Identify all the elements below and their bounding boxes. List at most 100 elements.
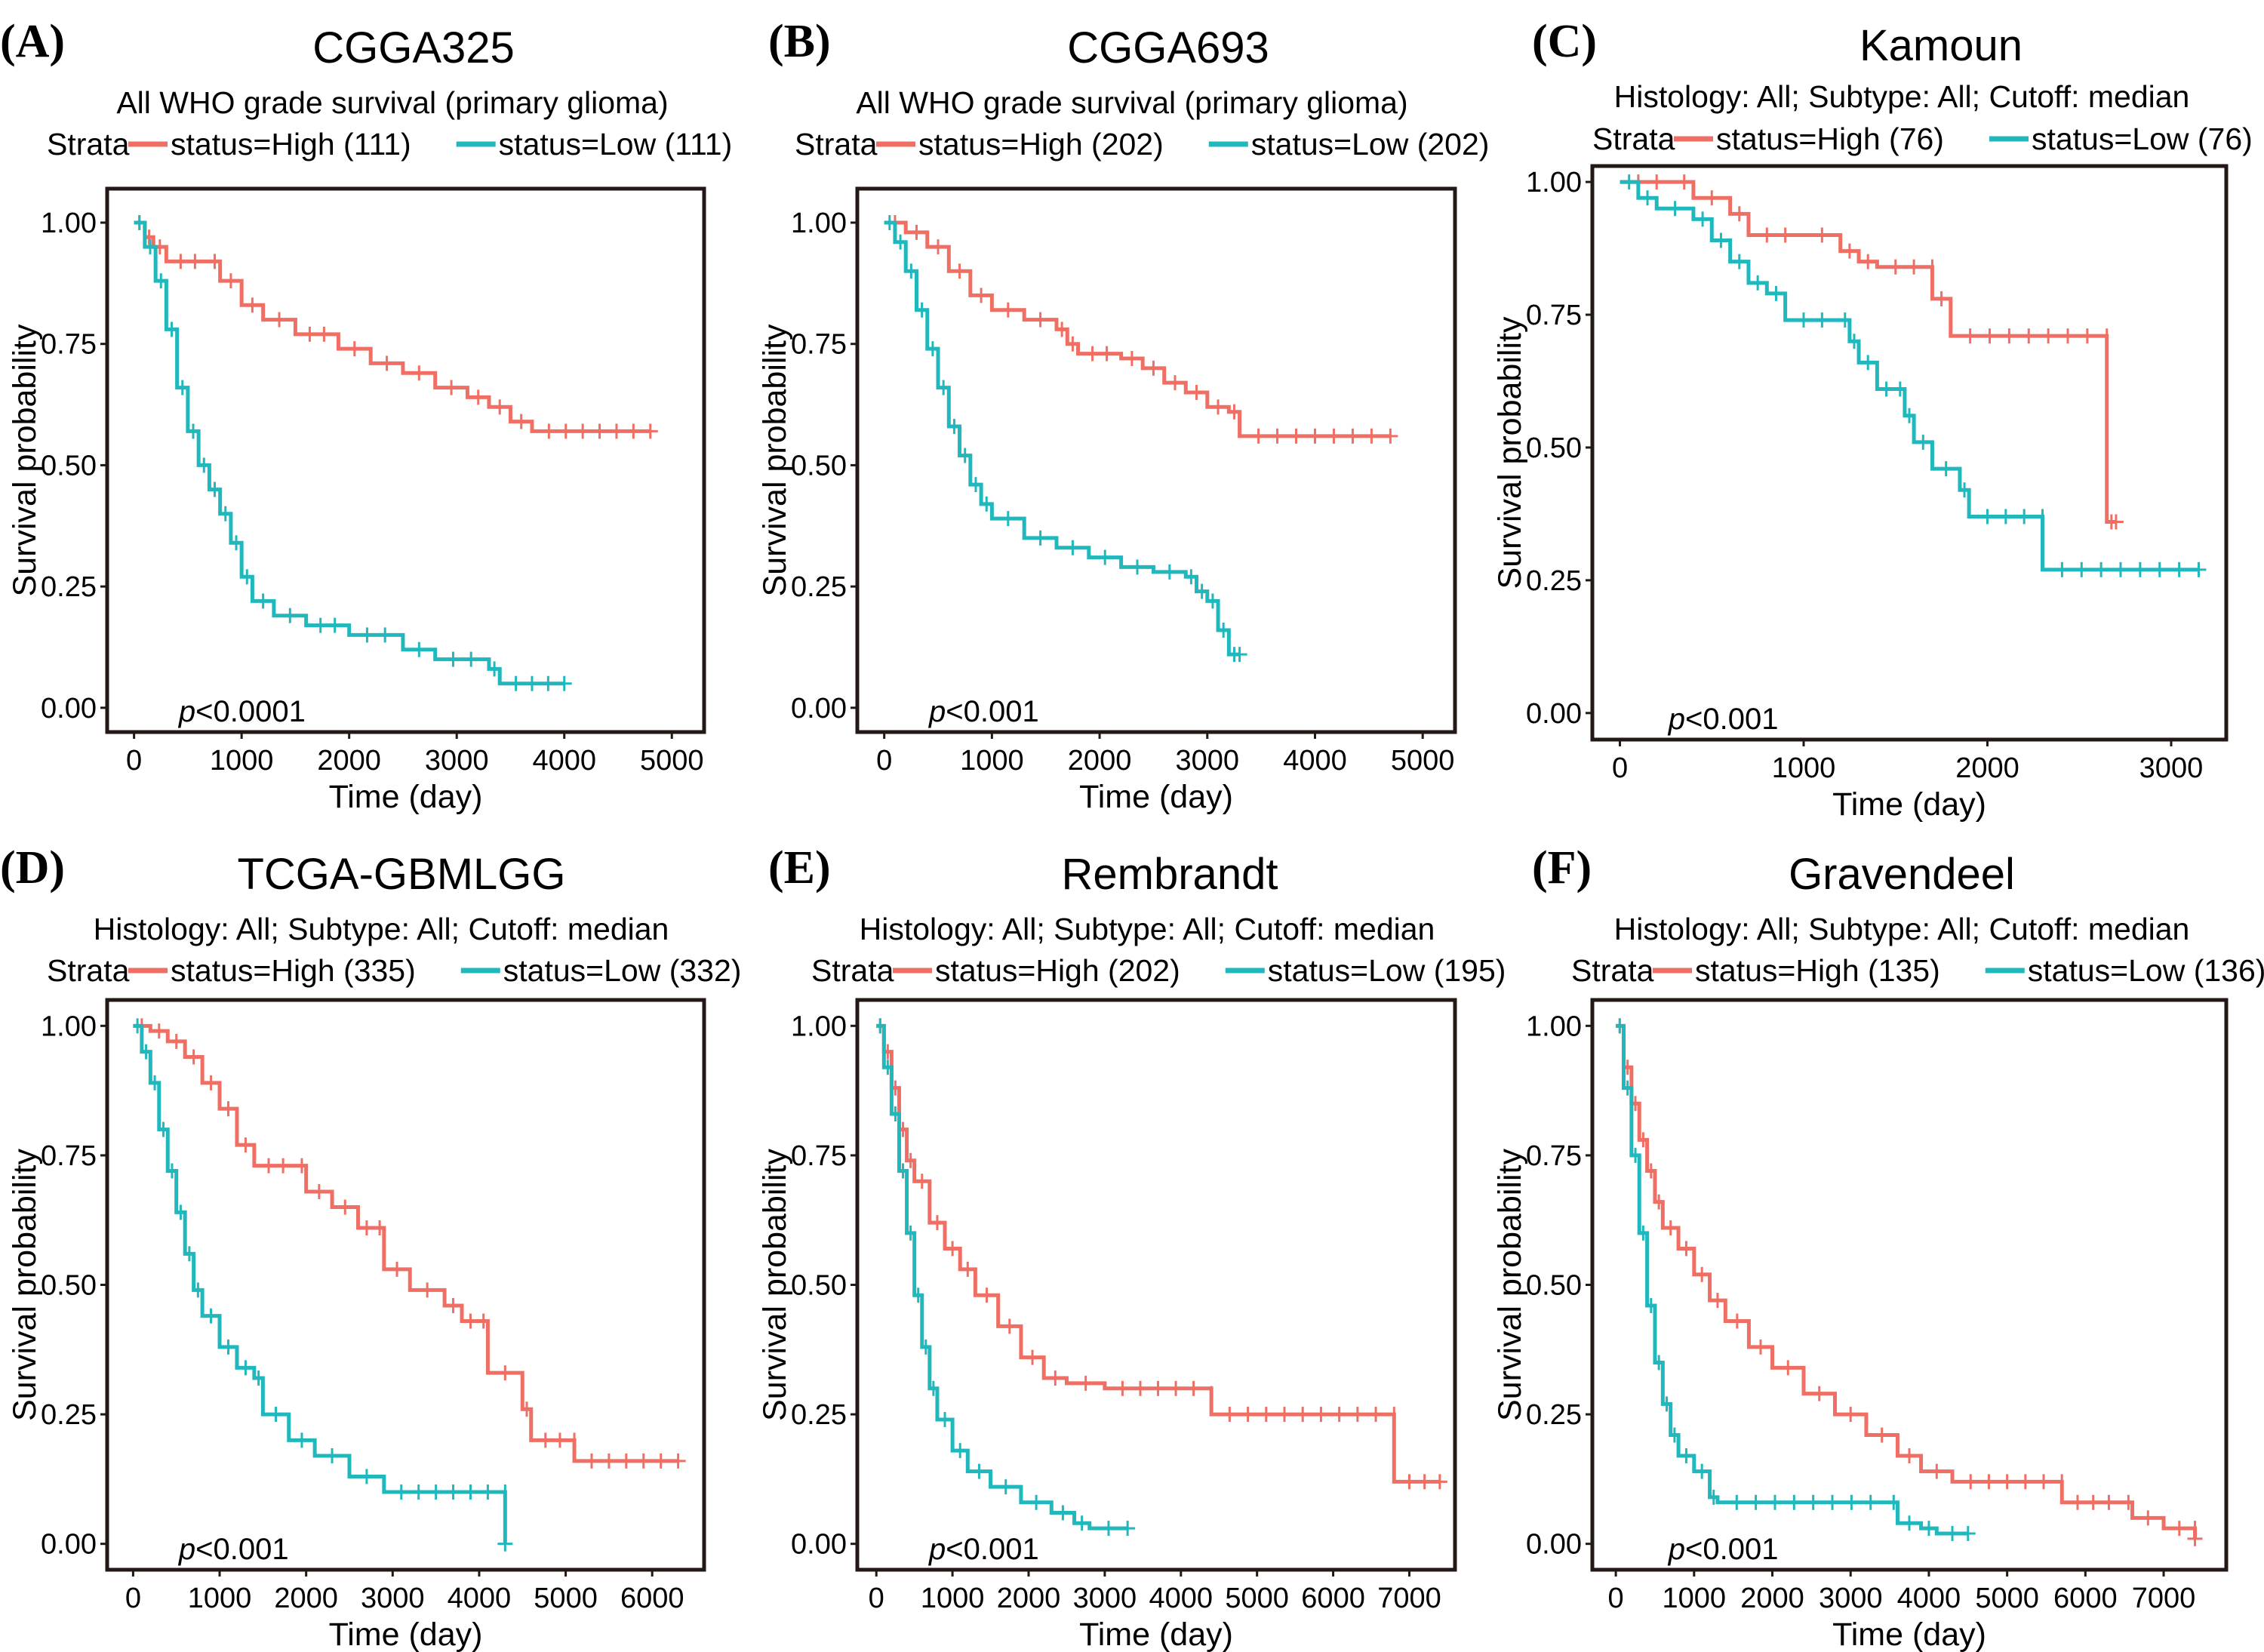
legend: Strata status=High (335) status=Low (332): [47, 953, 741, 988]
x-axis-label: Time (day): [1832, 1617, 1986, 1652]
y-tick-label: 0.00: [791, 693, 847, 724]
x-tick-label: 3000: [1819, 1583, 1883, 1614]
x-tick-label: 0: [1612, 752, 1628, 784]
x-tick-label: 2000: [997, 1583, 1061, 1614]
survival-panel: (E) Rembrandt Histology: All; Subtype: All…: [757, 842, 1506, 1652]
legend-title: Strata: [811, 953, 894, 988]
x-tick-label: 5000: [1391, 745, 1455, 777]
legend-label-low: status=Low (111): [499, 127, 733, 162]
survival-panel: (A) CGGA325 All WHO grade survival (primar…: [0, 16, 732, 815]
y-tick-label: 0.25: [791, 571, 847, 603]
panel-label: (E): [768, 842, 831, 894]
x-tick-label: 4000: [1283, 745, 1347, 777]
x-axis-label: Time (day): [1832, 786, 1986, 823]
x-tick-label: 3000: [1176, 745, 1240, 777]
curve-low: [1620, 180, 2199, 572]
curve-high: [134, 220, 651, 433]
x-tick-label: 2000: [1068, 745, 1132, 777]
x-tick-label: 2000: [317, 745, 381, 777]
chart-subtitle: All WHO grade survival (primary glioma): [116, 85, 668, 120]
y-axis-label: Survival probability: [7, 1149, 43, 1421]
panel-label: (A): [0, 16, 65, 67]
survival-panel: (D) TCGA-GBMLGG Histology: All; Subtype: A…: [0, 842, 741, 1652]
y-tick-label: 0.50: [1526, 1270, 1582, 1302]
legend-label-high: status=High (111): [171, 127, 411, 162]
curve-low: [134, 220, 564, 686]
x-axis-label: Time (day): [1079, 779, 1233, 815]
p-value: p<0.001: [928, 1533, 1039, 1566]
y-tick-label: 0.25: [41, 1399, 97, 1431]
y-tick-label: 0.75: [1526, 1140, 1582, 1172]
x-tick-label: 6000: [620, 1583, 684, 1614]
x-tick-label: 0: [125, 1583, 141, 1614]
x-tick-label: 5000: [1225, 1583, 1289, 1614]
x-tick-label: 7000: [2132, 1583, 2196, 1614]
chart-subtitle: Histology: All; Subtype: All; Cutoff: me…: [860, 912, 1435, 946]
p-value: p<0.001: [1668, 1533, 1779, 1566]
chart-title: Kamoun: [1859, 21, 2023, 70]
y-axis-label: Survival probability: [1492, 1149, 1528, 1421]
y-tick-label: 0.50: [41, 450, 97, 481]
legend-label-high: status=High (202): [918, 127, 1164, 162]
legend-title: Strata: [47, 953, 130, 988]
y-tick-label: 0.75: [41, 329, 97, 361]
curve-high: [1616, 1023, 2198, 1539]
legend-label-high: status=High (202): [935, 953, 1180, 988]
chart-title: Gravendeel: [1789, 850, 2015, 899]
x-axis-label: Time (day): [329, 779, 483, 815]
y-tick-label: 0.75: [791, 329, 847, 361]
x-tick-label: 1000: [921, 1583, 985, 1614]
y-axis-label: Survival probability: [757, 1149, 793, 1421]
x-tick-label: 5000: [1975, 1583, 2039, 1614]
legend-label-low: status=Low (76): [2032, 122, 2253, 156]
panel-label: (C): [1532, 16, 1597, 67]
x-tick-label: 2000: [1740, 1583, 1804, 1614]
legend-label-low: status=Low (195): [1268, 953, 1506, 988]
x-tick-label: 1000: [188, 1583, 252, 1614]
x-tick-label: 0: [869, 1583, 884, 1614]
legend-label-low: status=Low (332): [503, 953, 742, 988]
p-value: p<0.001: [1668, 703, 1779, 736]
curve-low: [884, 220, 1240, 657]
y-tick-label: 0.75: [791, 1140, 847, 1172]
legend: Strata status=High (76) status=Low (76): [1592, 122, 2253, 156]
x-tick-label: 3000: [425, 745, 489, 777]
y-tick-label: 1.00: [791, 1011, 847, 1042]
y-tick-label: 0.25: [791, 1399, 847, 1431]
survival-panel: (C) Kamoun Histology: All; Subtype: All; C…: [1492, 16, 2253, 823]
x-axis-label: Time (day): [1079, 1617, 1233, 1652]
x-axis-label: Time (day): [329, 1617, 483, 1652]
curve-high: [884, 220, 1391, 438]
chart-title: Rembrandt: [1062, 850, 1278, 899]
p-value: p<0.001: [178, 1533, 289, 1566]
y-axis-label: Survival probability: [1492, 316, 1528, 589]
y-tick-label: 0.00: [791, 1529, 847, 1561]
panel-label: (B): [768, 16, 831, 67]
plot-frame: [105, 998, 706, 1572]
y-axis-label: Survival probability: [7, 324, 43, 596]
x-tick-label: 6000: [1301, 1583, 1365, 1614]
legend-label-high: status=High (335): [171, 953, 416, 988]
x-tick-label: 4000: [532, 745, 596, 777]
y-tick-label: 0.25: [1526, 565, 1582, 597]
p-value: p<0.0001: [178, 695, 306, 728]
legend: Strata status=High (111) status=Low (111): [47, 127, 732, 162]
x-tick-label: 0: [126, 745, 142, 777]
y-tick-label: 0.00: [41, 1529, 97, 1561]
x-tick-label: 4000: [1897, 1583, 1961, 1614]
panel-label: (F): [1532, 842, 1592, 894]
y-tick-label: 0.50: [41, 1270, 97, 1302]
legend-label-high: status=High (76): [1716, 122, 1944, 156]
plot-frame: [855, 998, 1457, 1572]
curve-low: [1616, 1023, 1968, 1536]
y-axis-label: Survival probability: [757, 324, 793, 596]
x-tick-label: 3000: [1073, 1583, 1137, 1614]
chart-title: CGGA325: [312, 23, 515, 72]
x-tick-label: 4000: [448, 1583, 512, 1614]
y-tick-label: 0.00: [1526, 1529, 1582, 1561]
curve-high: [1620, 180, 2116, 524]
legend-label-low: status=Low (202): [1251, 127, 1490, 162]
survival-panel: (F) Gravendeel Histology: All; Subtype: Al…: [1492, 842, 2264, 1652]
y-tick-label: 0.00: [1526, 698, 1582, 730]
